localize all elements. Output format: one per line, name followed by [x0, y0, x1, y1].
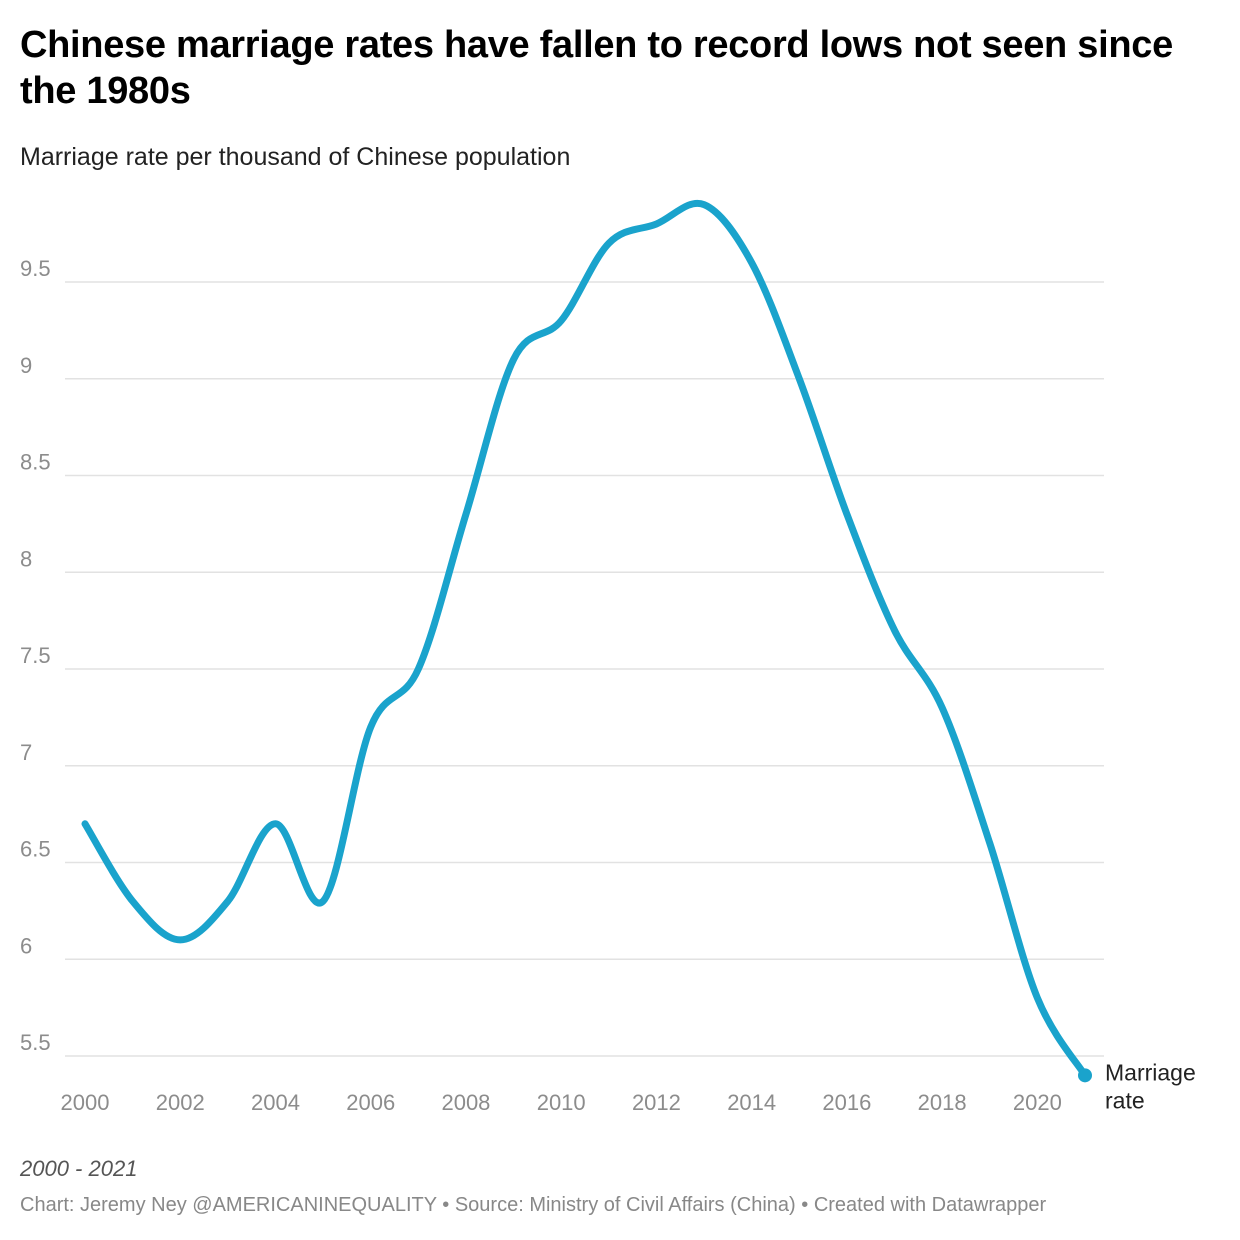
- x-tick-label: 2014: [727, 1090, 776, 1115]
- x-tick-label: 2004: [251, 1090, 300, 1115]
- y-tick-label: 8.5: [20, 450, 51, 475]
- chart-credit: Chart: Jeremy Ney @AMERICANINEQUALITY: [20, 1194, 437, 1216]
- x-tick-label: 2006: [346, 1090, 395, 1115]
- x-tick-label: 2008: [441, 1090, 490, 1115]
- chart-subtitle: Marriage rate per thousand of Chinese po…: [20, 143, 571, 171]
- series-end-point: [1078, 1068, 1092, 1083]
- x-tick-label: 2020: [1013, 1090, 1062, 1115]
- source-credit: Source: Ministry of Civil Affairs (China…: [454, 1194, 796, 1216]
- footer-separator: •: [442, 1194, 450, 1216]
- y-tick-label: 5.5: [20, 1030, 51, 1055]
- y-tick-label: 8: [20, 546, 32, 571]
- x-tick-label: 2002: [156, 1090, 205, 1115]
- x-tick-label: 2000: [61, 1090, 110, 1115]
- x-tick-label: 2016: [822, 1090, 871, 1115]
- y-tick-label: 6: [20, 933, 32, 958]
- y-tick-label: 6.5: [20, 837, 51, 862]
- y-tick-label: 7: [20, 740, 32, 765]
- y-axis-ticks: 5.5 6 6.5 7 7.5 8 8.5 9 9.5: [20, 256, 51, 1055]
- line-chart: 5.5 6 6.5 7 7.5 8 8.5 9 9.5 2000 2002 2004 2006 2008…: [20, 199, 1196, 1115]
- x-axis-ticks: 2000 2002 2004 2006 2008 2010 2012 2014 2016 2018…: [61, 1090, 1062, 1115]
- series-line-marriage-rate: [81, 199, 1089, 1079]
- footer-separator: •: [801, 1194, 809, 1216]
- date-range-note: 2000 - 2021: [20, 1156, 138, 1181]
- series-end-label: Marriage rate: [1105, 1059, 1196, 1113]
- series-end-label-line: rate: [1105, 1087, 1145, 1113]
- y-tick-label: 7.5: [20, 643, 51, 668]
- x-tick-label: 2010: [537, 1090, 586, 1115]
- tool-credit: Created with Datawrapper: [813, 1194, 1047, 1216]
- series-layer: Marriage rate: [81, 199, 1196, 1113]
- chart-footer: Chart: Jeremy Ney @AMERICANINEQUALITY • …: [20, 1194, 1046, 1217]
- x-tick-label: 2012: [632, 1090, 681, 1115]
- x-tick-label: 2018: [918, 1090, 967, 1115]
- grid-layer: [65, 281, 1104, 1057]
- series-end-label-line: Marriage: [1105, 1059, 1196, 1085]
- y-tick-label: 9.5: [20, 256, 51, 281]
- y-tick-label: 9: [20, 353, 32, 378]
- chart-title: Chinese marriage rates have fallen to re…: [20, 24, 1173, 112]
